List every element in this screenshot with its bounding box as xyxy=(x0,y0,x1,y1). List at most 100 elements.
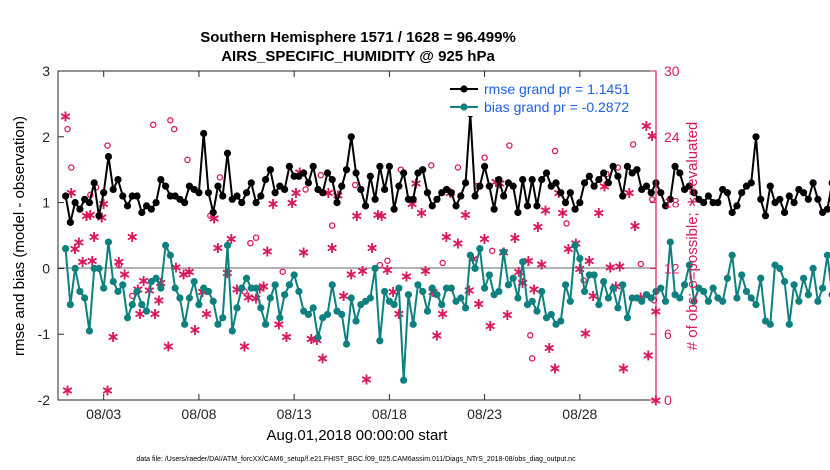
bias-point-150 xyxy=(776,264,784,272)
bias-point-93 xyxy=(504,281,513,289)
rmse-point-82 xyxy=(452,202,460,210)
rmse-point-95 xyxy=(514,208,522,217)
rmse-point-30 xyxy=(204,189,213,197)
bias-point-102 xyxy=(547,310,555,319)
obs-evaluated-marker-69: ∗ xyxy=(415,203,428,222)
x-tick-label: 08/28 xyxy=(562,406,597,422)
obs-evaluated-marker-42: ∗ xyxy=(267,194,280,213)
x-axis-ticks: 08/03 08/08 08/13 08/18 08/23 08/28 xyxy=(86,71,598,422)
obs-evaluated-marker-110: ∗ xyxy=(617,359,630,378)
rmse-point-92 xyxy=(500,192,508,200)
obs-evaluated-marker-33: ∗ xyxy=(221,263,234,282)
bias-point-134 xyxy=(700,287,708,296)
rmse-point-54 xyxy=(319,189,327,197)
bias-point-41 xyxy=(257,304,265,312)
left-tick-label: 1 xyxy=(42,195,50,211)
bias-point-26 xyxy=(185,294,194,302)
bias-point-17 xyxy=(142,307,151,315)
bias-point-87 xyxy=(476,245,484,253)
obs-evaluated-marker-48: ∗ xyxy=(297,242,310,261)
bias-point-27 xyxy=(190,277,198,286)
obs-evaluated-marker-46: ∗ xyxy=(289,183,302,202)
rmse-point-69 xyxy=(390,205,398,213)
rmse-point-44 xyxy=(271,189,279,197)
rmse-point-37 xyxy=(238,199,246,207)
rmse-point-70 xyxy=(395,182,403,190)
obs-possible-marker-16 xyxy=(279,268,286,275)
rmse-point-47 xyxy=(285,162,293,171)
rmse-point-15 xyxy=(133,192,141,200)
obs-possible-marker-32 xyxy=(528,355,536,362)
bias-point-33 xyxy=(219,314,227,322)
rmse-point-109 xyxy=(580,179,589,187)
obs-evaluated-marker-5: ∗ xyxy=(76,252,89,271)
rmse-point-145 xyxy=(752,133,760,141)
rmse-point-84 xyxy=(461,179,470,187)
bias-point-65 xyxy=(371,264,379,272)
bias-point-131 xyxy=(685,261,693,269)
obs-evaluated-marker-28: ∗ xyxy=(188,320,201,339)
rmse-point-62 xyxy=(357,185,365,194)
bias-point-49 xyxy=(295,287,303,296)
bias-point-48 xyxy=(290,271,298,279)
left-tick-label: -2 xyxy=(38,392,51,408)
bias-point-70 xyxy=(395,284,403,292)
obs-evaluated-marker-51: ∗ xyxy=(316,349,329,368)
obs-evaluated-marker-21: ∗ xyxy=(148,304,161,323)
bias-point-143 xyxy=(742,287,751,296)
obs-evaluated-marker-70: ∗ xyxy=(419,261,432,280)
bias-point-36 xyxy=(233,304,241,312)
bias-point-91 xyxy=(495,287,503,296)
bias-point-5 xyxy=(85,327,94,335)
obs-possible-marker-8 xyxy=(167,117,174,124)
bias-point-56 xyxy=(328,281,336,289)
bias-point-77 xyxy=(428,284,436,292)
rmse-point-88 xyxy=(480,162,489,171)
rmse-point-29 xyxy=(200,129,208,138)
bias-point-2 xyxy=(71,264,79,272)
obs-possible-marker-26 xyxy=(454,164,462,171)
rmse-point-106 xyxy=(566,189,574,197)
rmse-point-146 xyxy=(757,195,765,203)
rmse-point-56 xyxy=(328,175,336,184)
bias-point-140 xyxy=(728,251,736,259)
bias-point-1 xyxy=(66,300,74,309)
left-tick-label: 0 xyxy=(42,260,50,276)
rmse-point-19 xyxy=(152,199,160,207)
rmse-point-147 xyxy=(761,212,770,220)
obs-evaluated-marker-6: ∗ xyxy=(80,206,93,225)
obs-possible-marker-18 xyxy=(317,171,325,179)
bias-point-112 xyxy=(595,300,603,309)
rmse-point-116 xyxy=(614,172,622,180)
bias-point-21 xyxy=(162,241,170,249)
bias-point-40 xyxy=(252,284,260,292)
rmse-point-13 xyxy=(123,202,132,210)
rmse-point-107 xyxy=(571,205,579,213)
obs-evaluated-marker-19: ∗ xyxy=(137,271,150,290)
bias-point-42 xyxy=(261,320,270,328)
rmse-point-65 xyxy=(371,195,379,203)
obs-possible-marker-40 xyxy=(648,196,656,203)
obs-evaluated-marker-18: ∗ xyxy=(133,304,146,323)
right-tick-label: 0 xyxy=(664,392,672,408)
obs-possible-marker-10 xyxy=(184,156,191,164)
left-tick-label: 3 xyxy=(42,63,50,79)
rmse-point-16 xyxy=(138,208,146,217)
legend-bias-label: bias grand pr = -0.2872 xyxy=(484,99,629,115)
bias-point-76 xyxy=(423,307,432,315)
x-tick-label: 08/03 xyxy=(86,406,121,422)
bias-point-73 xyxy=(409,320,417,328)
rmse-point-108 xyxy=(576,199,584,207)
rmse-point-42 xyxy=(261,175,270,184)
rmse-point-25 xyxy=(181,199,189,207)
right-tick-label: 30 xyxy=(664,63,680,79)
bias-point-100 xyxy=(538,287,546,296)
bias-point-84 xyxy=(461,304,470,312)
rmse-point-100 xyxy=(538,175,546,184)
bias-point-129 xyxy=(676,294,684,302)
rmse-point-135 xyxy=(704,192,712,200)
rmse-point-111 xyxy=(590,182,598,190)
rmse-point-98 xyxy=(528,175,536,184)
rmse-point-156 xyxy=(804,195,812,203)
rmse-point-90 xyxy=(490,205,498,213)
